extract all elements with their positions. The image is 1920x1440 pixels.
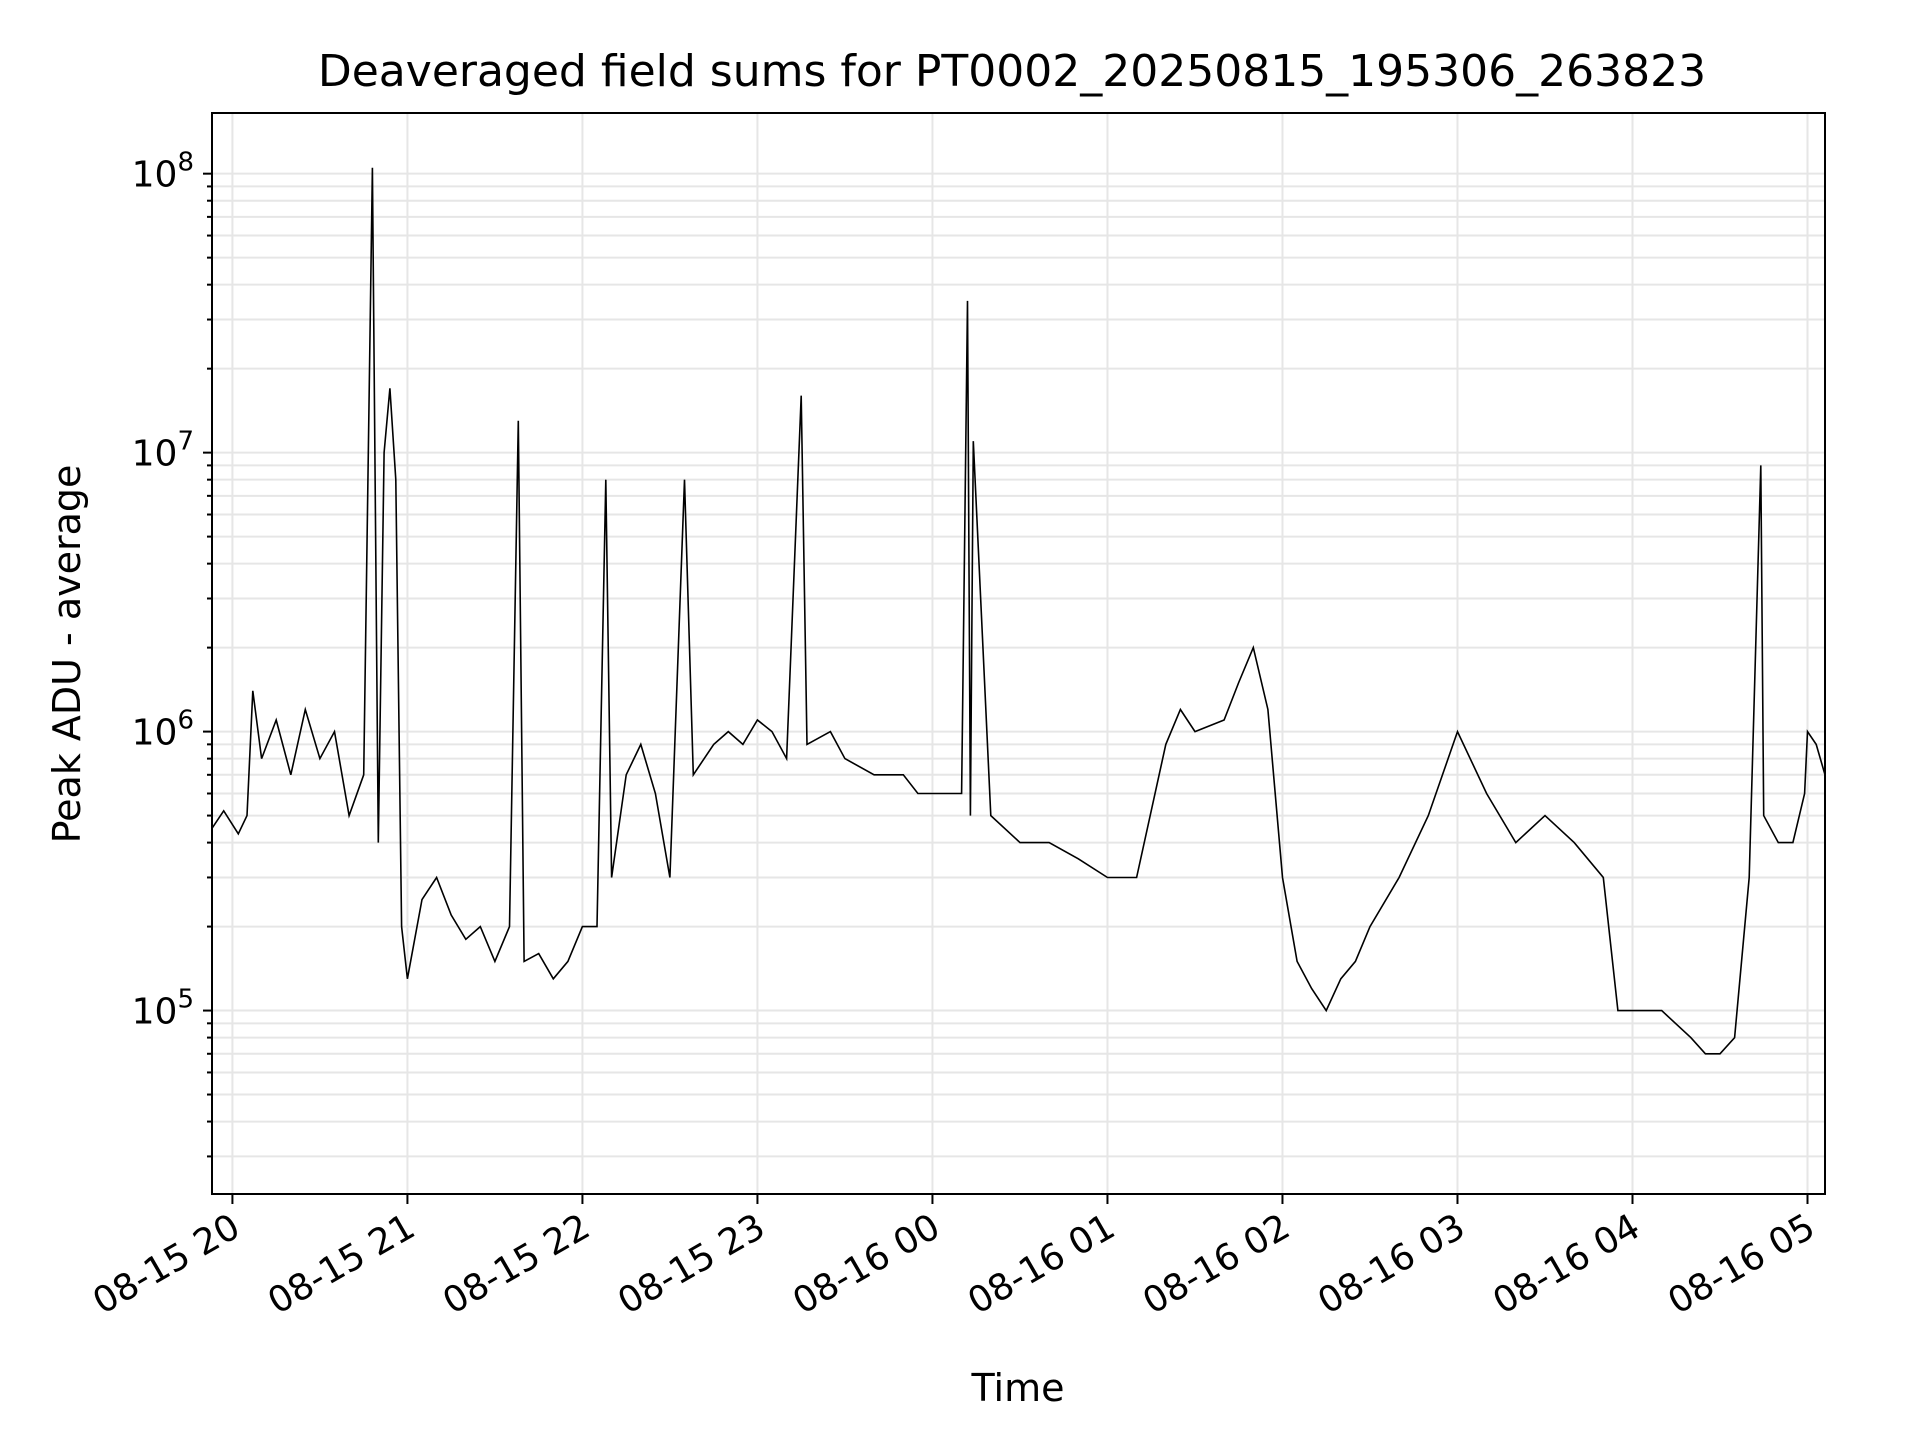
series-line (211, 167, 1826, 1055)
y-tick-label: 105 (132, 985, 194, 1033)
y-axis-label: Peak ADU - average (45, 465, 89, 844)
y-tick-label: 107 (132, 427, 194, 475)
y-axis: 105 106 107 108 (132, 148, 212, 1158)
plot-frame (211, 112, 1826, 1195)
chart-title: Deaveraged field sums for PT0002_2025081… (318, 46, 1706, 97)
y-tick-label: 108 (132, 148, 194, 196)
x-axis-label: Time (971, 1366, 1065, 1410)
series-layer (211, 167, 1826, 1055)
y-tick-label: 106 (132, 706, 194, 754)
